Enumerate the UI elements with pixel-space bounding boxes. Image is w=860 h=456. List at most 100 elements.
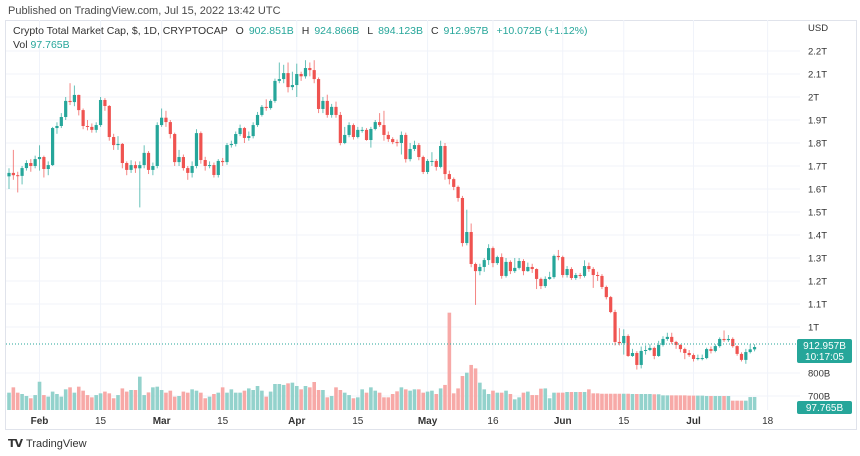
volume-bar <box>469 364 473 410</box>
close-label: C <box>430 25 439 37</box>
volume-bar <box>521 392 526 410</box>
candle <box>434 159 438 171</box>
candle <box>391 137 395 145</box>
last-price-label: 912.957B 10:17:05 <box>797 339 852 364</box>
candle <box>151 162 155 176</box>
volume-bar <box>683 395 687 410</box>
candle-body <box>508 261 512 272</box>
candle <box>513 258 517 273</box>
candle <box>443 143 447 180</box>
candle-body <box>565 269 569 276</box>
candle-body <box>465 232 469 244</box>
candle <box>482 258 486 272</box>
y-tick-label: 1.3T <box>808 254 827 265</box>
candle <box>264 99 268 111</box>
candle <box>194 129 199 169</box>
y-tick-label: 800B <box>808 369 830 380</box>
candle <box>216 159 220 178</box>
candle-body <box>469 232 473 264</box>
candle-body <box>382 125 386 135</box>
candle-body <box>7 172 11 177</box>
candle-body <box>705 349 709 359</box>
volume-bar <box>486 394 491 410</box>
volume-bar <box>465 372 469 410</box>
candle-body <box>391 139 395 143</box>
candle-body <box>700 358 704 360</box>
candle <box>338 111 342 146</box>
candle-body <box>338 114 342 143</box>
candle-body <box>500 257 504 276</box>
candle <box>164 110 168 127</box>
x-tick-label: Feb <box>31 416 49 427</box>
volume-bar <box>251 390 255 410</box>
candle-body <box>64 100 68 118</box>
candle <box>229 140 233 148</box>
volume-bar <box>103 391 107 410</box>
candle-body <box>591 269 595 276</box>
volume-bar <box>617 393 622 410</box>
branding-text: TradingView <box>26 437 87 450</box>
candle <box>378 113 382 127</box>
candle <box>81 108 85 130</box>
candle-body <box>452 179 456 187</box>
volume-bar <box>456 388 460 410</box>
candle-body <box>504 261 508 276</box>
volume-bar <box>608 393 613 410</box>
candle-body <box>539 278 543 287</box>
candle <box>404 132 408 163</box>
volume-bar <box>303 386 308 410</box>
candle <box>146 151 151 175</box>
volume-bar <box>552 392 556 410</box>
candle <box>190 161 194 178</box>
candle-body <box>495 257 499 264</box>
candle <box>212 162 216 178</box>
volume-bar <box>142 395 146 410</box>
volume-bar <box>94 395 98 410</box>
candle-body <box>482 260 486 267</box>
price-axis: 2.2T 2.1T 2T 1.9T 1.8T 1.7T 1.6T 1.5T 1.4T 1.3T 1.… <box>808 47 830 403</box>
candle <box>173 132 177 166</box>
candle <box>600 274 604 290</box>
volume-bar <box>748 397 752 410</box>
volume-bar <box>138 376 142 410</box>
candle-body <box>434 160 438 167</box>
volume-bar <box>124 391 129 410</box>
volume-bar <box>81 390 85 410</box>
candle <box>382 110 386 141</box>
volume-bar <box>68 387 72 410</box>
candle-body <box>726 338 730 341</box>
candle <box>37 145 42 171</box>
candle-body <box>548 277 552 279</box>
candle <box>421 155 425 175</box>
volume-bar <box>722 396 726 410</box>
candle-body <box>16 175 20 177</box>
candle-body <box>731 338 735 347</box>
candle-body <box>264 106 268 109</box>
candle <box>465 209 469 246</box>
currency-label: USD <box>808 23 828 34</box>
tradingview-logo[interactable]: TV TradingView <box>8 437 87 450</box>
x-tick-label: 15 <box>217 416 229 427</box>
volume-bar <box>713 396 718 410</box>
candle <box>386 131 390 142</box>
volume-bar <box>386 397 391 410</box>
volume-bar <box>351 398 356 410</box>
candle-body <box>273 80 277 101</box>
volume-bar <box>635 394 639 410</box>
volume-bar <box>530 395 534 410</box>
volume-bar <box>59 396 64 410</box>
candle-body <box>408 148 412 160</box>
volume-bar <box>325 397 330 410</box>
candle-body <box>51 128 55 166</box>
candle-body <box>168 122 172 135</box>
volume-bar <box>24 396 29 410</box>
last-price-box <box>797 339 852 364</box>
candle-body <box>216 160 220 175</box>
candle-body <box>303 68 308 77</box>
candle-body <box>386 134 390 140</box>
candle <box>225 143 229 165</box>
high-value: 924.866B <box>314 25 360 37</box>
volume-bar <box>517 397 521 410</box>
candle-body <box>351 125 356 138</box>
